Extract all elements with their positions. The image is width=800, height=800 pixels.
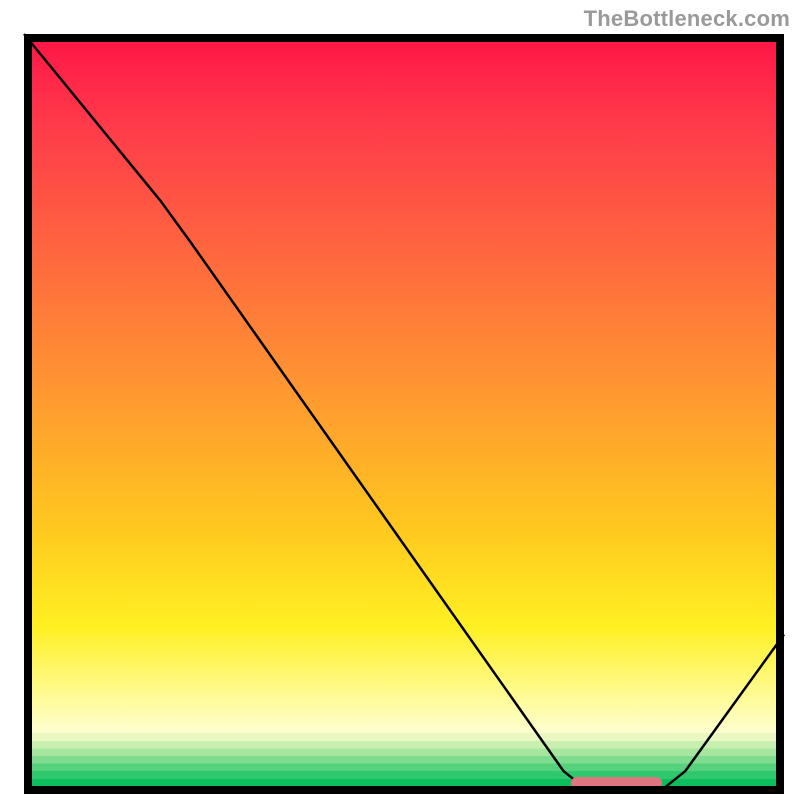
bottleneck-curve: [24, 34, 784, 789]
plot-area: [24, 34, 784, 794]
optimal-range-marker: [571, 777, 662, 789]
attribution-text: TheBottleneck.com: [584, 6, 790, 32]
curve-layer: [24, 34, 784, 794]
chart-container: TheBottleneck.com: [0, 0, 800, 800]
